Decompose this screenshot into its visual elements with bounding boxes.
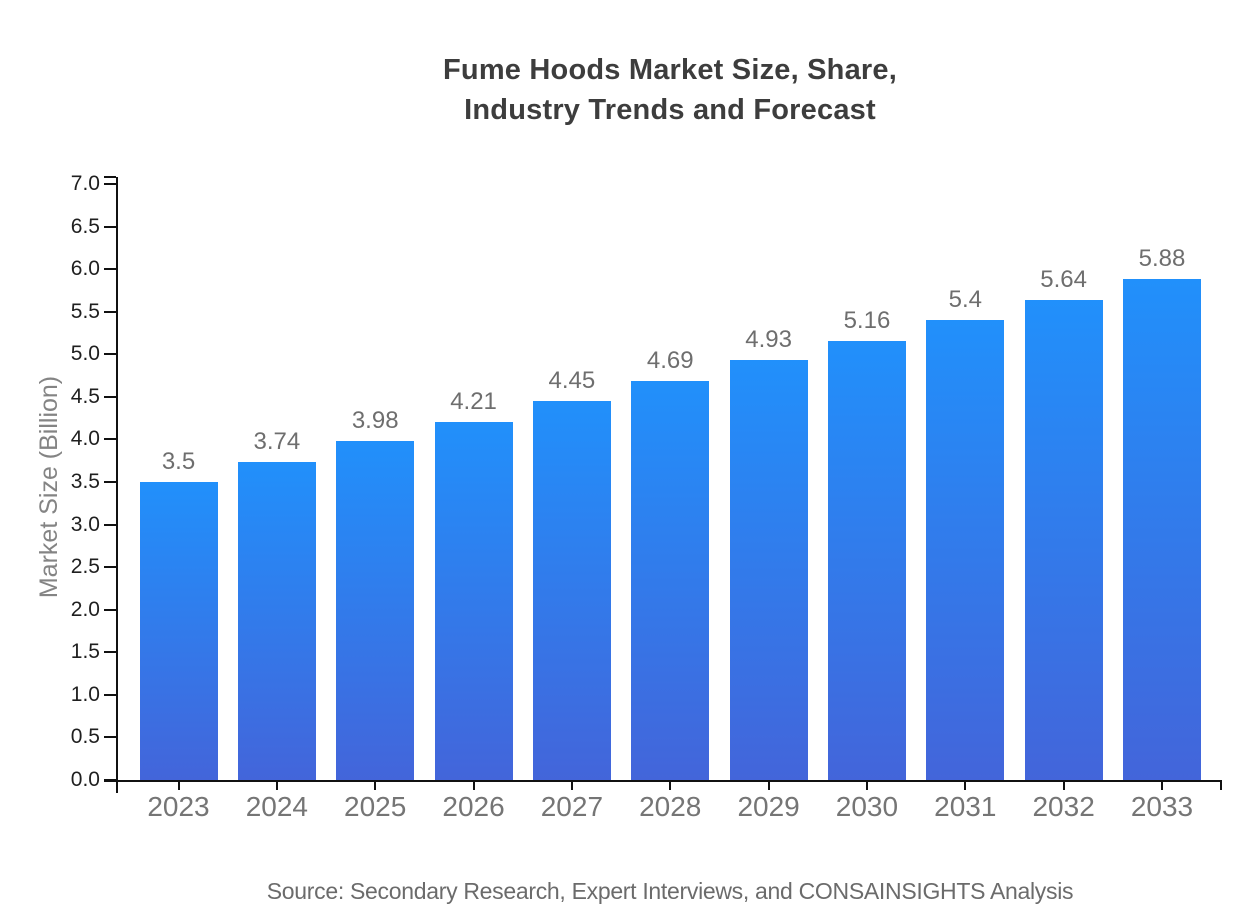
x-tick — [865, 780, 868, 790]
x-tick-label: 2031 — [934, 791, 997, 822]
bar-value-label: 5.16 — [843, 307, 891, 334]
y-tick-label: 3.5 — [70, 470, 100, 493]
bar — [1123, 279, 1201, 780]
y-tick-label: 4.5 — [70, 384, 100, 408]
x-tick — [374, 780, 377, 790]
x-tick — [472, 780, 475, 790]
x-tick — [570, 780, 573, 790]
y-tick-label: 1.0 — [70, 682, 100, 706]
y-tick — [104, 523, 116, 526]
x-tick-label: 2023 — [147, 791, 210, 822]
bar-value-label: 5.88 — [1138, 245, 1186, 272]
bar-value-label: 3.98 — [351, 407, 399, 434]
x-tick-label: 2028 — [639, 791, 702, 822]
x-tick — [275, 780, 278, 790]
x-tick-label: 2032 — [1032, 791, 1095, 822]
source-caption: Source: Secondary Research, Expert Inter… — [266, 878, 1074, 904]
y-tick — [104, 438, 116, 441]
bar — [1024, 300, 1103, 780]
y-tick-label: 1.5 — [70, 640, 100, 664]
bar — [631, 381, 710, 780]
y-tick — [104, 310, 116, 313]
y-axis-end-tick — [104, 176, 116, 178]
x-tick-label: 2024 — [245, 791, 308, 822]
y-tick-label: 2.5 — [70, 555, 100, 579]
y-tick — [104, 566, 116, 569]
bar-value-label: 5.4 — [948, 286, 982, 313]
y-tick — [104, 736, 116, 739]
bar — [926, 320, 1005, 780]
x-tick-label: 2029 — [737, 791, 800, 822]
y-tick-label: 5.0 — [70, 342, 100, 366]
y-tick — [104, 353, 116, 356]
y-tick — [104, 268, 116, 271]
bar — [729, 360, 808, 780]
x-tick-label: 2030 — [835, 791, 899, 822]
bar-value-label: 3.74 — [253, 428, 301, 455]
y-tick-label: 0.0 — [70, 768, 100, 791]
y-tick — [104, 395, 116, 398]
bar-value-label: 3.5 — [161, 448, 196, 475]
x-tick — [1161, 780, 1163, 790]
y-tick — [104, 183, 116, 185]
x-tick-label: 2027 — [540, 791, 604, 822]
y-tick-label: 0.5 — [70, 725, 100, 749]
bar — [532, 401, 611, 780]
bar-value-label: 4.21 — [450, 388, 497, 415]
x-tick — [964, 780, 967, 790]
y-tick — [104, 693, 116, 696]
bar-value-label: 5.64 — [1040, 266, 1087, 293]
y-tick-label: 5.5 — [70, 299, 100, 323]
bar — [139, 482, 218, 780]
x-tick — [767, 780, 770, 790]
x-tick — [177, 780, 180, 790]
y-tick-label: 4.0 — [70, 427, 100, 451]
bar — [434, 422, 513, 780]
y-tick-label: 2.0 — [70, 597, 100, 621]
y-tick — [104, 608, 116, 611]
chart-title: Fume Hoods Market Size, Share, Industry … — [442, 54, 897, 126]
x-tick-label: 2025 — [344, 791, 407, 822]
bar-value-label: 4.45 — [548, 367, 596, 394]
y-tick — [104, 779, 116, 781]
x-tick — [669, 780, 672, 790]
y-axis-line — [116, 177, 118, 793]
y-tick — [104, 651, 116, 654]
x-axis-line — [104, 780, 1222, 782]
y-tick — [104, 481, 116, 483]
bar — [827, 341, 906, 780]
y-tick-label: 6.0 — [70, 257, 100, 281]
y-tick-label: 3.0 — [70, 512, 100, 536]
x-tick-label: 2033 — [1130, 791, 1194, 822]
y-tick-label: 6.5 — [70, 214, 100, 238]
x-tick-label: 2026 — [442, 791, 505, 822]
x-tick — [1062, 780, 1065, 790]
bar-value-label: 4.93 — [745, 326, 792, 353]
y-tick — [104, 225, 116, 228]
bar — [237, 462, 316, 780]
y-tick-label: 7.0 — [70, 172, 100, 195]
x-axis-end-tick — [1220, 780, 1222, 790]
bar — [336, 441, 415, 780]
bar-value-label: 4.69 — [646, 347, 694, 374]
